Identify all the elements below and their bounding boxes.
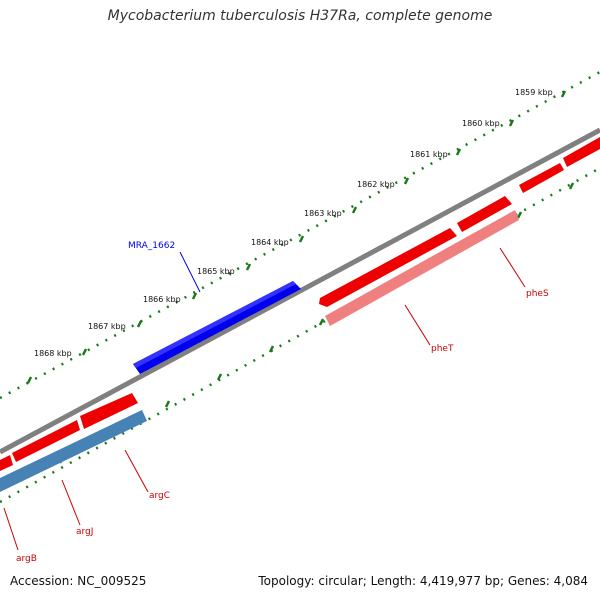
gene-label-mra-1662: MRA_1662: [128, 241, 175, 251]
outer-major-ticks: [26, 90, 567, 384]
gene-label-argb: argB: [16, 554, 37, 564]
tick-label: 1863 kbp: [304, 209, 342, 218]
gene-argc[interactable]: [0, 410, 147, 492]
tick-label: 1868 kbp: [34, 349, 72, 358]
gene-mra-1662[interactable]: [133, 281, 301, 374]
tick-label: 1861 kbp: [410, 150, 448, 159]
leader-lines: [3, 247, 526, 551]
tick-label: 1865 kbp: [197, 267, 235, 276]
tick-label: 1860 kbp: [462, 119, 500, 128]
gene-red-left-2[interactable]: [80, 393, 138, 429]
tick-label: 1859 kbp: [515, 88, 553, 97]
gene-label-phet: pheT: [431, 344, 454, 354]
gene-labels: MRA_1662 pheS pheT argC argJ argB: [16, 241, 549, 564]
tick-label: 1866 kbp: [143, 295, 181, 304]
gene-label-argc: argC: [149, 491, 170, 501]
tick-labels: 1859 kbp 1860 kbp 1861 kbp 1862 kbp 1863…: [34, 88, 553, 358]
gene-red-upper-4[interactable]: [563, 137, 600, 167]
tick-label: 1867 kbp: [88, 322, 126, 331]
tick-label: 1862 kbp: [357, 180, 395, 189]
genome-backbone: [0, 127, 600, 455]
gene-red-upper-3[interactable]: [519, 163, 564, 193]
map-title: Mycobacterium tuberculosis H37Ra, comple…: [107, 8, 493, 24]
gene-label-argj: argJ: [76, 527, 93, 537]
genome-summary: Topology: circular; Length: 4,419,977 bp…: [258, 574, 588, 588]
gene-phes[interactable]: [325, 210, 519, 326]
accession-label: Accession: NC_009525: [10, 574, 147, 588]
tick-label: 1864 kbp: [251, 238, 289, 247]
gene-red-upper-1[interactable]: [319, 228, 457, 307]
gene-red-upper-2[interactable]: [457, 196, 512, 232]
gene-label-phes: pheS: [526, 289, 549, 299]
gene-red-left-3[interactable]: [0, 455, 13, 471]
gene-red-left-1[interactable]: [12, 420, 80, 462]
outer-tick-ring: [0, 70, 600, 400]
